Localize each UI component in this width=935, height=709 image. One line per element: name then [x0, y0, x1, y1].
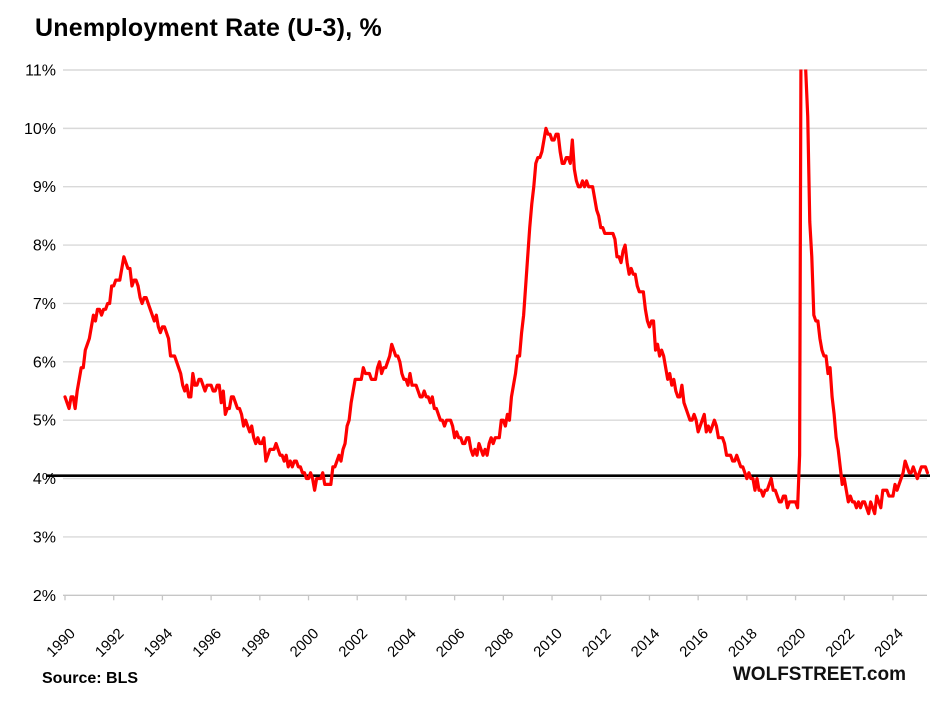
x-tick-label-2022: 2022: [822, 625, 858, 661]
x-tick-label-2020: 2020: [774, 625, 810, 661]
y-tick-label-6%: 6%: [33, 354, 56, 371]
chart-title: Unemployment Rate (U-3), %: [35, 14, 382, 42]
x-tick-label-2024: 2024: [871, 625, 907, 661]
x-tick-label-2018: 2018: [725, 625, 761, 661]
y-tick-label-4%: 4%: [33, 471, 56, 488]
x-tick-label-2010: 2010: [530, 625, 566, 661]
x-tick-label-1990: 1990: [43, 625, 79, 661]
x-tick-label-2014: 2014: [628, 625, 664, 661]
y-tick-label-11%: 11%: [25, 63, 56, 80]
x-tick-label-1992: 1992: [92, 625, 128, 661]
y-tick-label-5%: 5%: [33, 413, 56, 430]
y-tick-label-3%: 3%: [33, 529, 56, 546]
gridlines: [63, 69, 927, 596]
x-tick-label-2006: 2006: [433, 625, 469, 661]
y-tick-label-9%: 9%: [33, 179, 56, 196]
x-tick-label-2004: 2004: [384, 625, 420, 661]
x-tick-label-2002: 2002: [335, 625, 371, 661]
x-axis-labels: 1990 1992 1994 1996 1998 2000 2002 2004 2006 2008…: [43, 625, 907, 661]
x-tick-label-1996: 1996: [189, 625, 225, 661]
y-tick-label-8%: 8%: [33, 238, 56, 255]
y-tick-label-2%: 2%: [33, 588, 56, 605]
wolfstreet-watermark: WOLFSTREET.com: [732, 664, 906, 685]
y-axis-labels: 2% 3% 4% 5% 6% 7% 8% 9% 10% 11%: [24, 63, 56, 605]
y-tick-label-7%: 7%: [33, 296, 56, 313]
x-tick-label-1998: 1998: [238, 625, 274, 661]
x-tick-label-2008: 2008: [482, 625, 518, 661]
x-tick-label-2000: 2000: [287, 625, 323, 661]
source-note: Source: BLS: [42, 670, 139, 687]
y-tick-label-10%: 10%: [24, 121, 56, 138]
x-tick-label-1994: 1994: [141, 625, 177, 661]
x-axis-ticks: [64, 595, 894, 601]
unemployment-rate-line: [63, 69, 930, 516]
x-tick-label-2012: 2012: [579, 625, 615, 661]
x-tick-label-2016: 2016: [676, 625, 712, 661]
